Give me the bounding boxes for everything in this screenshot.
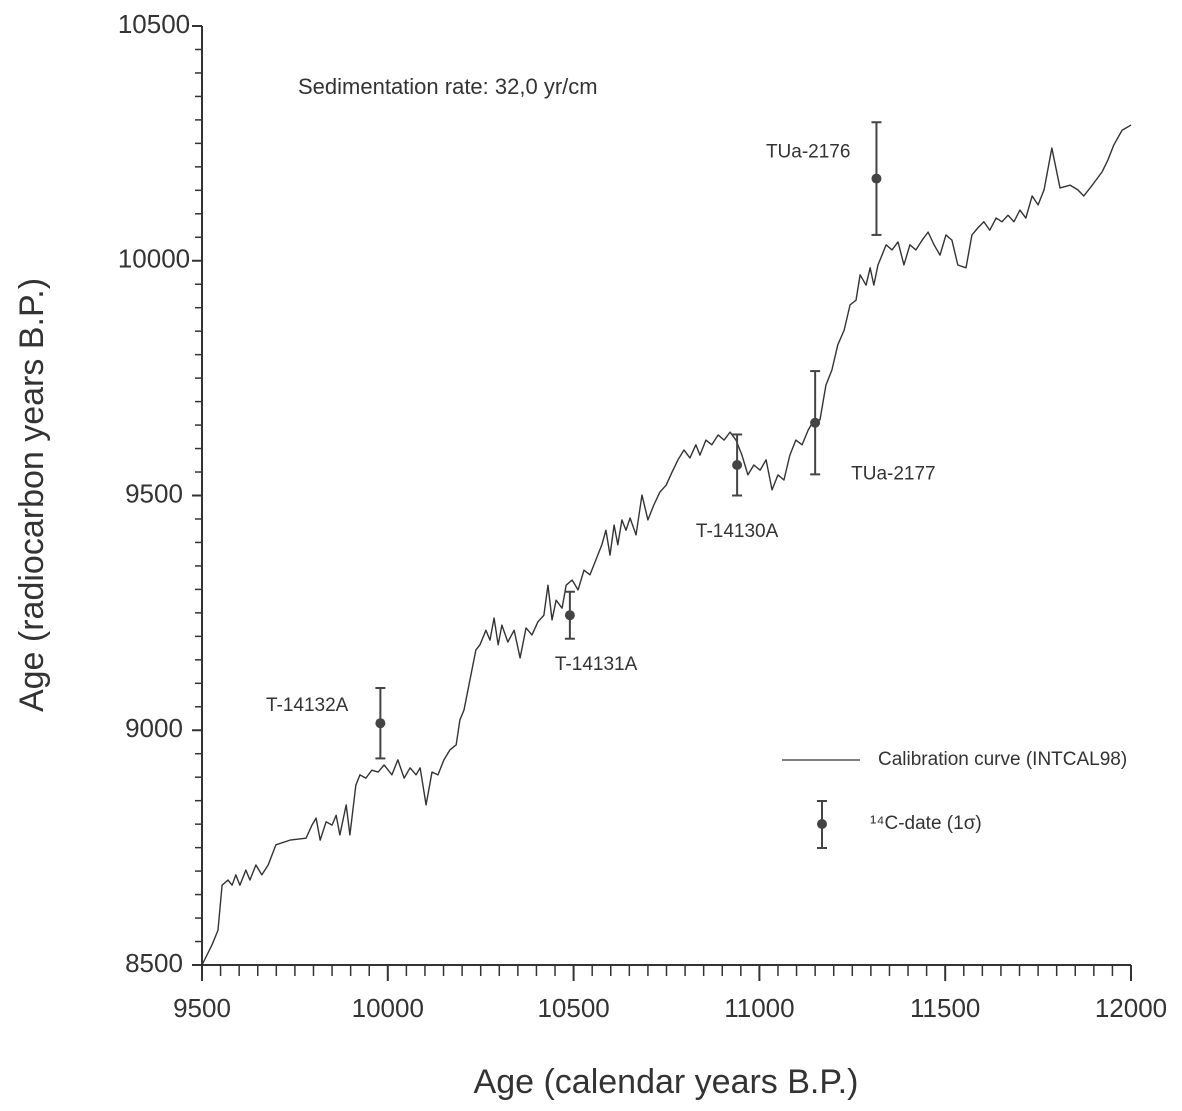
y-tick-label: 9500 bbox=[125, 478, 183, 508]
point-label: TUa-2177 bbox=[851, 464, 936, 485]
x-axis-title: Age (calendar years B.P.) bbox=[474, 1063, 859, 1101]
x-tick-label: 11000 bbox=[724, 993, 794, 1023]
point-label: T-14131A bbox=[555, 654, 638, 675]
y-tick-label: 8500 bbox=[125, 948, 183, 978]
x-tick-label: 9500 bbox=[173, 993, 231, 1023]
calibration-curve bbox=[201, 124, 1132, 966]
y-axis-title: Age (radiocarbon years B.P.) bbox=[13, 278, 51, 712]
x-tick-label: 10000 bbox=[352, 993, 424, 1023]
date-point bbox=[871, 173, 882, 184]
x-tick-label: 12000 bbox=[1095, 993, 1167, 1023]
legend-label: ¹⁴C-date (1σ) bbox=[870, 813, 982, 834]
x-tick-label: 11500 bbox=[910, 993, 980, 1023]
y-tick-label: 9000 bbox=[125, 713, 183, 743]
y-tick-label: 10500 bbox=[118, 9, 190, 39]
legend-point-swatch bbox=[817, 819, 827, 829]
point-label: T-14130A bbox=[696, 521, 779, 542]
point-label: T-14132A bbox=[266, 695, 349, 716]
date-point bbox=[810, 417, 821, 428]
point-label: TUa-2176 bbox=[766, 142, 851, 163]
x-tick-label: 10500 bbox=[537, 993, 609, 1023]
date-point bbox=[375, 718, 386, 729]
date-point bbox=[732, 459, 743, 470]
legend-label: Calibration curve (INTCAL98) bbox=[878, 749, 1127, 770]
date-point bbox=[564, 610, 575, 621]
y-tick-label: 10000 bbox=[118, 244, 190, 274]
annotation: Sedimentation rate: 32,0 yr/cm bbox=[298, 74, 598, 99]
